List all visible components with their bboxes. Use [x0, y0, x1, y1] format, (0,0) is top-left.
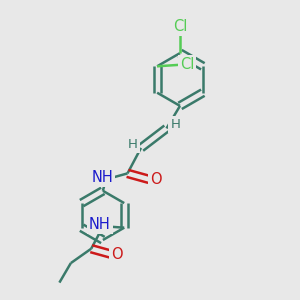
Text: H: H [171, 118, 180, 131]
Text: Cl: Cl [173, 19, 187, 34]
Text: NH: NH [89, 217, 110, 232]
Text: H: H [128, 138, 137, 151]
Text: O: O [150, 172, 161, 187]
Text: O: O [112, 247, 123, 262]
Text: NH: NH [92, 170, 113, 185]
Text: Cl: Cl [180, 57, 194, 72]
